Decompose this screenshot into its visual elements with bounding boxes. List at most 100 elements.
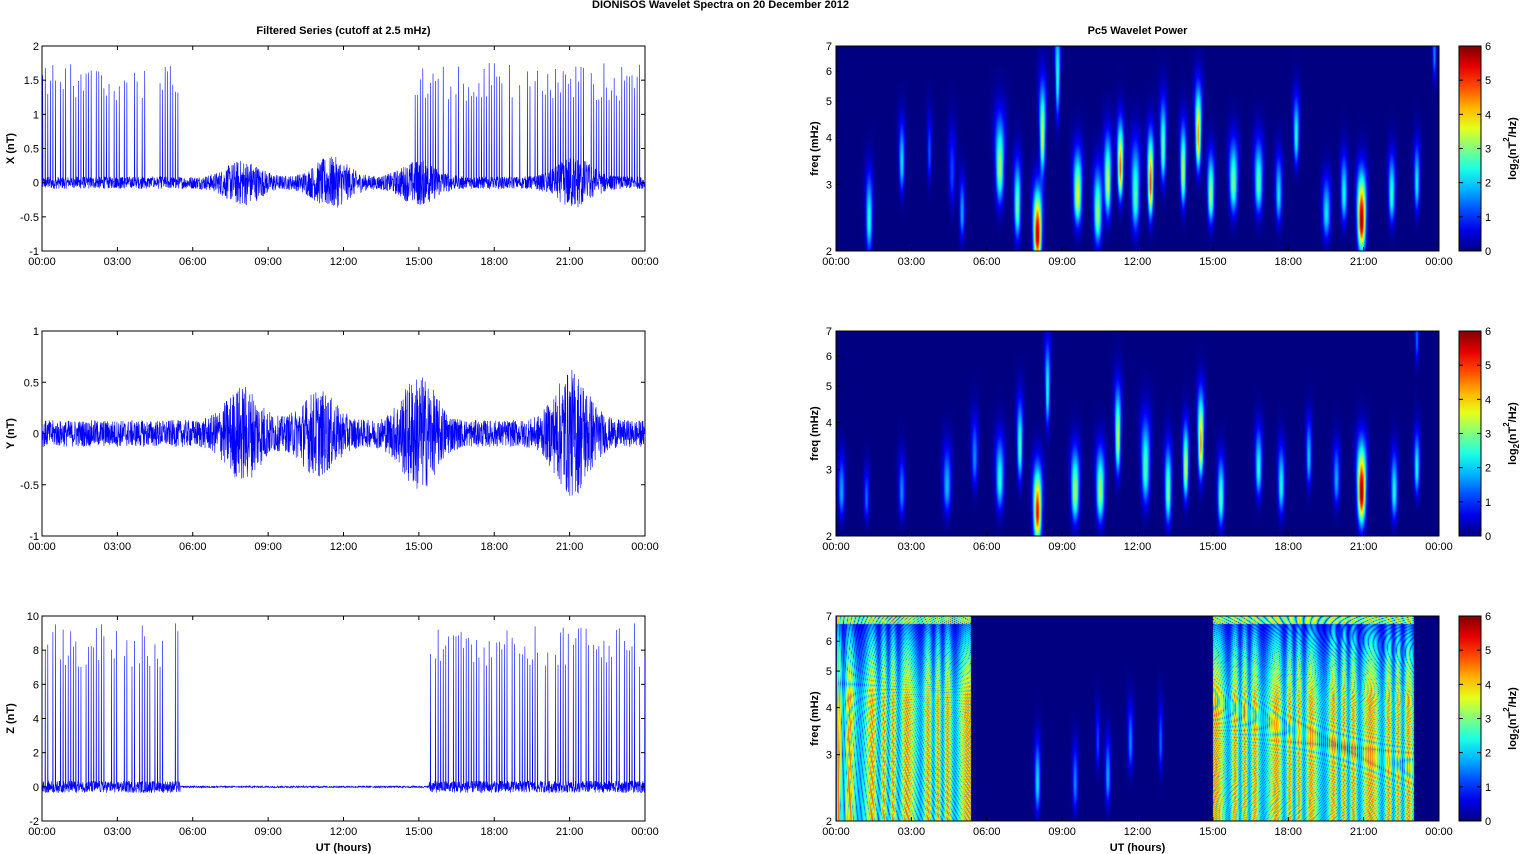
colorbar-tick-label: 2 xyxy=(1485,178,1491,190)
x-tick-label: 18:00 xyxy=(1274,541,1302,553)
x-tick-label: 06:00 xyxy=(179,541,207,553)
x-tick-label: 00:00 xyxy=(822,256,850,268)
y-tick-label: 3 xyxy=(826,180,832,192)
y-tick-label: 2 xyxy=(826,246,832,258)
timeseries-panel-3: -2 0 2 4 6 8 10 00:00 03:00 06:00 09:00 12:00 15:00 1… xyxy=(5,611,659,854)
spectrum-image xyxy=(836,331,1439,536)
y-tick-label: 0.5 xyxy=(24,377,39,389)
x-tick-label: 18:00 xyxy=(480,826,508,838)
y-axis-label: freq (mHz) xyxy=(809,406,821,461)
x-tick-label: 00:00 xyxy=(631,256,659,268)
x-tick-label: 09:00 xyxy=(1048,541,1076,553)
y-tick-label: 1 xyxy=(33,109,39,121)
x-tick-label: 12:00 xyxy=(330,826,358,838)
x-tick-label: 03:00 xyxy=(898,826,926,838)
data-trace xyxy=(41,369,646,496)
y-axis-label: freq (mHz) xyxy=(809,691,821,746)
colorbar-label-part: 2 xyxy=(1502,707,1511,712)
y-tick-label: 3 xyxy=(826,750,832,762)
x-tick-label: 00:00 xyxy=(822,541,850,553)
left-column-title: Filtered Series (cutoff at 2.5 mHz) xyxy=(256,25,431,37)
x-tick-label: 00:00 xyxy=(1425,256,1453,268)
y-tick-label: 2 xyxy=(826,816,832,828)
y-tick-label: 5 xyxy=(826,96,832,108)
y-tick-label: -1 xyxy=(29,531,39,543)
y-tick-label: 5 xyxy=(826,381,832,393)
y-tick-label: 4 xyxy=(826,133,832,145)
colorbar-label-part: log xyxy=(1507,163,1519,180)
colorbar-label-part: 2 xyxy=(1502,137,1511,142)
y-tick-label: 1.5 xyxy=(24,75,39,87)
spectrum-panel-2: 2 3 4 5 6 7 00:00 03:00 06:00 09:00 12:00 15:00 18:0… xyxy=(809,326,1521,553)
colorbar-label: log2(nT2/Hz) xyxy=(1502,402,1521,465)
x-tick-label: 00:00 xyxy=(822,826,850,838)
spectrum-image xyxy=(836,46,1439,251)
y-tick-label: -0.5 xyxy=(20,212,39,224)
x-tick-label: 12:00 xyxy=(330,256,358,268)
colorbar-label-part: (nT xyxy=(1507,142,1519,159)
spectrum-image xyxy=(836,616,1439,821)
x-tick-label: 09:00 xyxy=(1048,826,1076,838)
x-tick-label: 18:00 xyxy=(480,541,508,553)
timeseries-panel-1: -1 -0.5 0 0.5 1 1.5 2 00:00 03:00 06:00 09:00 12:00… xyxy=(5,41,659,268)
x-tick-label: 06:00 xyxy=(179,826,207,838)
x-axis-label: UT (hours) xyxy=(1110,842,1166,854)
colorbar-tick-label: 3 xyxy=(1485,144,1491,156)
colorbar-tick-label: 4 xyxy=(1485,679,1491,691)
colorbar-tick-label: 5 xyxy=(1485,645,1491,657)
x-tick-label: 09:00 xyxy=(254,826,282,838)
colorbar-tick-label: 4 xyxy=(1485,394,1491,406)
x-tick-label: 18:00 xyxy=(1274,256,1302,268)
y-tick-label: -2 xyxy=(29,816,39,828)
data-trace xyxy=(41,623,646,794)
figure-title: DIONISOS Wavelet Spectra on 20 December … xyxy=(592,0,849,11)
y-tick-label: 6 xyxy=(33,679,39,691)
y-tick-label: 2 xyxy=(33,41,39,53)
y-tick-label: 4 xyxy=(826,418,832,430)
x-tick-label: 15:00 xyxy=(405,541,433,553)
x-tick-label: 03:00 xyxy=(104,256,132,268)
colorbar-label-part: (nT xyxy=(1507,712,1519,729)
x-tick-label: 21:00 xyxy=(556,826,584,838)
x-tick-label: 21:00 xyxy=(1350,541,1378,553)
x-tick-label: 15:00 xyxy=(405,826,433,838)
y-tick-label: 4 xyxy=(33,714,39,726)
x-tick-label: 21:00 xyxy=(556,256,584,268)
x-tick-label: 03:00 xyxy=(898,541,926,553)
colorbar-tick-label: 3 xyxy=(1485,429,1491,441)
colorbar-tick-label: 6 xyxy=(1485,326,1491,338)
x-tick-label: 12:00 xyxy=(330,541,358,553)
y-tick-label: 0 xyxy=(33,429,39,441)
x-tick-label: 06:00 xyxy=(973,541,1001,553)
colorbar-label-part: 2 xyxy=(1502,422,1511,427)
colorbar-tick-label: 1 xyxy=(1485,782,1491,794)
colorbar-tick-label: 4 xyxy=(1485,109,1491,121)
y-tick-label: 0 xyxy=(33,178,39,190)
x-tick-label: 03:00 xyxy=(898,256,926,268)
y-tick-label: 2 xyxy=(33,748,39,760)
data-trace xyxy=(41,63,646,208)
x-tick-label: 06:00 xyxy=(973,826,1001,838)
colorbar-tick-label: 5 xyxy=(1485,75,1491,87)
colorbar-tick-label: 1 xyxy=(1485,497,1491,509)
colorbar-label: log2(nT2/Hz) xyxy=(1502,117,1521,180)
x-tick-label: 09:00 xyxy=(254,541,282,553)
x-tick-label: 06:00 xyxy=(179,256,207,268)
colorbar-label-part: 2 xyxy=(1512,443,1521,448)
y-tick-label: 0.5 xyxy=(24,144,39,156)
x-tick-label: 00:00 xyxy=(28,256,56,268)
x-tick-label: 12:00 xyxy=(1124,256,1152,268)
x-tick-label: 15:00 xyxy=(1199,826,1227,838)
y-tick-label: 6 xyxy=(826,351,832,363)
y-axis-label: Y (nT) xyxy=(5,418,17,449)
plot-area xyxy=(41,45,646,252)
colorbar-tick-label: 6 xyxy=(1485,611,1491,623)
colorbar-label: log2(nT2/Hz) xyxy=(1502,687,1521,750)
x-tick-label: 21:00 xyxy=(1350,826,1378,838)
colorbar-tick-label: 2 xyxy=(1485,748,1491,760)
y-axis-label: freq (mHz) xyxy=(809,121,821,176)
